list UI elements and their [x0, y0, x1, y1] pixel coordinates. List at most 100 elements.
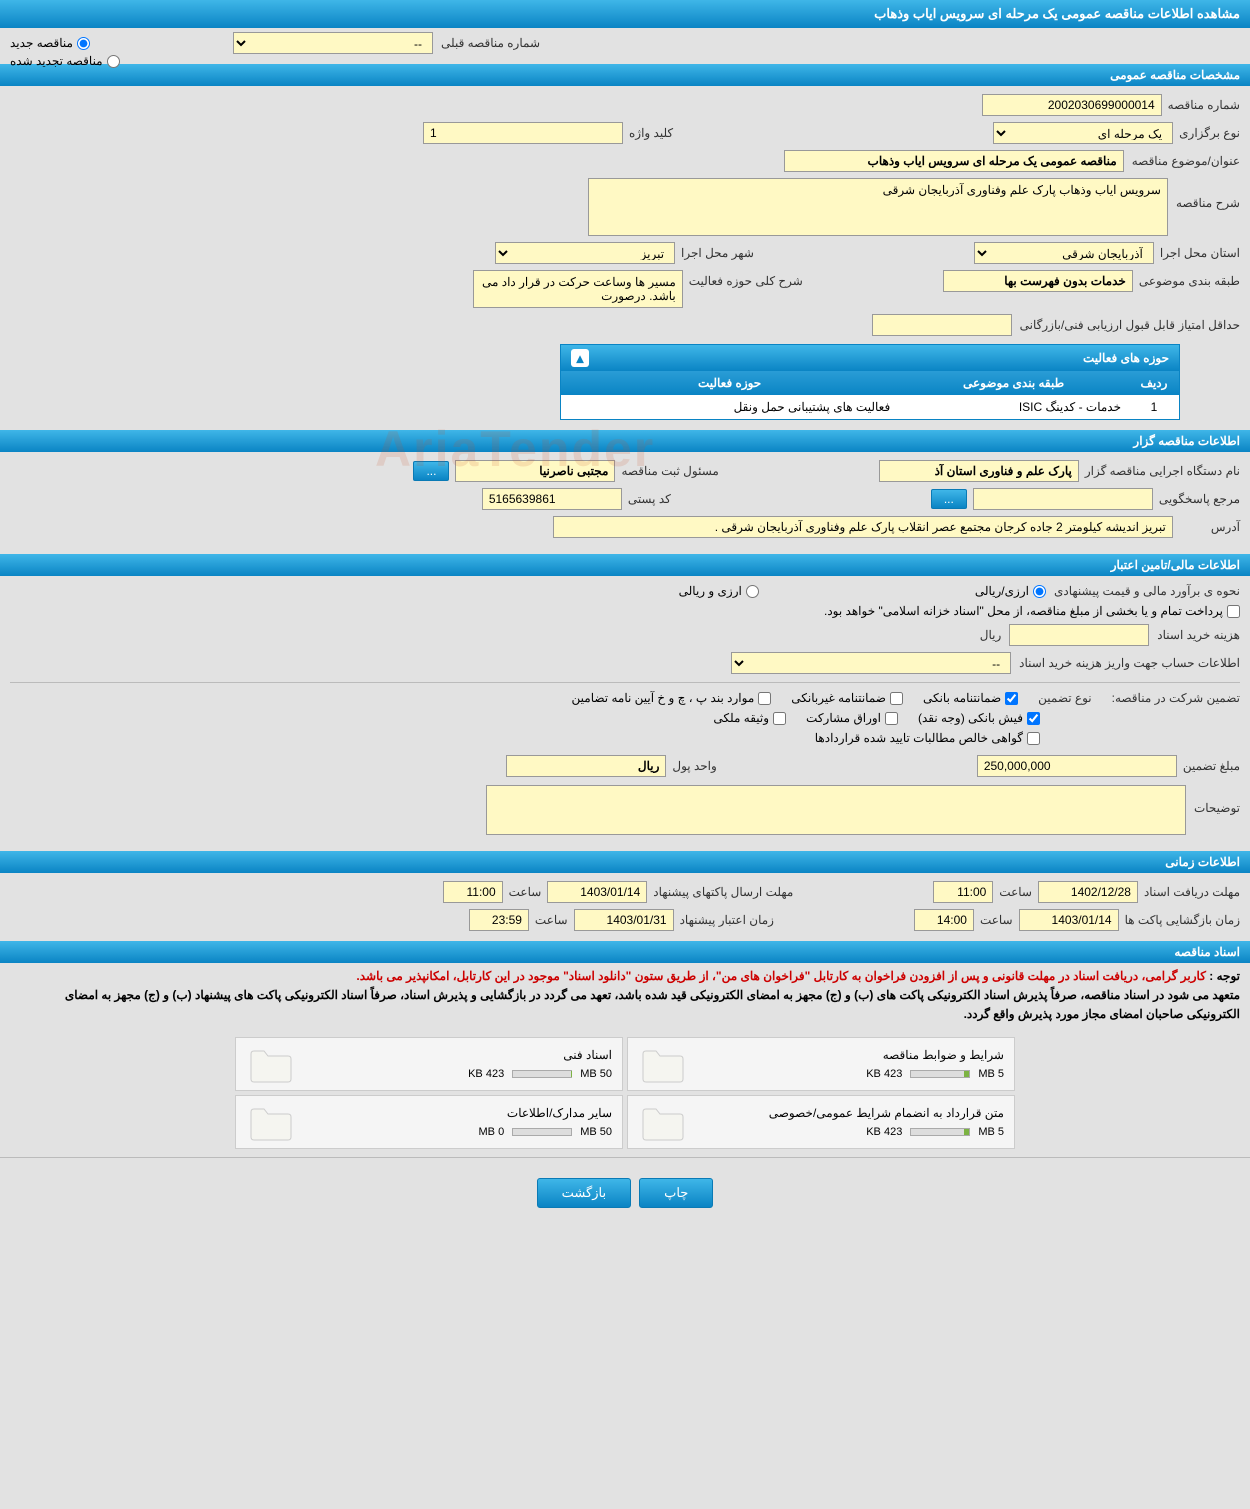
notes-textarea[interactable] [486, 785, 1186, 835]
title-input[interactable] [784, 150, 1124, 172]
postal-label: کد پستی [628, 492, 671, 506]
col-row: ردیف [1129, 371, 1179, 395]
treasury-checkbox[interactable]: پرداخت تمام و یا بخشی از مبلغ مناقصه، از… [824, 604, 1240, 618]
desc-textarea[interactable]: سرویس ایاب وذهاب پارک علم وفناوری آذربای… [588, 178, 1168, 236]
folder-icon [246, 1044, 296, 1084]
note1-text: کاربر گرامی، دریافت اسناد در مهلت قانونی… [356, 969, 1206, 983]
section-documents: اسناد مناقصه [0, 941, 1250, 963]
doc-size: 423 KB [866, 1126, 902, 1138]
reg-manager-input[interactable] [455, 460, 615, 482]
doc-card[interactable]: شرایط و ضوابط مناقصه 5 MB 423 KB [627, 1037, 1015, 1091]
back-button[interactable]: بازگشت [537, 1178, 631, 1208]
doc-size: 0 MB [479, 1126, 505, 1138]
account-select[interactable]: -- [731, 652, 1011, 674]
progress-bar [512, 1128, 572, 1136]
prev-number-label: شماره مناقصه قبلی [441, 36, 540, 50]
guarantee-type-label: نوع تضمین [1038, 691, 1091, 705]
doc-card[interactable]: متن قرارداد به انضمام شرایط عمومی/خصوصی … [627, 1095, 1015, 1149]
doc-card[interactable]: اسناد فنی 50 MB 423 KB [235, 1037, 623, 1091]
opening-date-input[interactable] [1019, 909, 1119, 931]
g-certificate[interactable]: گواهی خالص مطالبات تایید شده قراردادها [815, 731, 1040, 745]
activity-scope-label: شرح کلی حوزه فعالیت [689, 274, 803, 288]
doc-title: اسناد فنی [306, 1048, 612, 1062]
keyword-input[interactable] [423, 122, 623, 144]
collapse-icon[interactable]: ▴ [571, 349, 589, 367]
doc-cost-input[interactable] [1009, 624, 1149, 646]
folder-icon [638, 1044, 688, 1084]
doc-cost-label: هزینه خرید اسناد [1157, 628, 1240, 642]
doc-capacity: 5 MB [978, 1126, 1004, 1138]
min-score-label: حداقل امتیاز قابل قبول ارزیابی فنی/بازرگ… [1020, 318, 1240, 332]
activity-header-label: حوزه های فعالیت [1083, 351, 1169, 365]
send-deadline-label: مهلت ارسال پاکتهای پیشنهاد [653, 885, 793, 899]
ref-more-button[interactable]: ... [931, 489, 967, 509]
city-label: شهر محل اجرا [681, 246, 754, 260]
progress-bar [910, 1128, 970, 1136]
tender-number-input[interactable] [982, 94, 1162, 116]
reg-manager-more-button[interactable]: ... [413, 461, 449, 481]
time-label-4: ساعت [535, 913, 568, 927]
note2-text: متعهد می شود در اسناد مناقصه، صرفاً پذیر… [65, 988, 1240, 1021]
currency-unit-input[interactable] [506, 755, 666, 777]
validity-time-input[interactable] [469, 909, 529, 931]
guarantee-label: تضمین شرکت در مناقصه: [1112, 691, 1240, 705]
guarantee-amount-input[interactable] [977, 755, 1177, 777]
folder-icon [246, 1102, 296, 1142]
treasury-note: پرداخت تمام و یا بخشی از مبلغ مناقصه، از… [824, 604, 1223, 618]
g-securities[interactable]: اوراق مشارکت [806, 711, 898, 725]
cell-category: خدمات - کدینگ ISIC [898, 395, 1129, 419]
receive-deadline-label: مهلت دریافت اسناد [1144, 885, 1240, 899]
send-date-input[interactable] [547, 881, 647, 903]
city-select[interactable]: تبریز [495, 242, 675, 264]
hold-type-label: نوع برگزاری [1179, 126, 1240, 140]
time-label-3: ساعت [980, 913, 1013, 927]
exec-input[interactable] [879, 460, 1079, 482]
doc-grid: شرایط و ضوابط مناقصه 5 MB 423 KB اسناد ف… [235, 1037, 1015, 1149]
estimate-label: نحوه ی برآورد مالی و قیمت پیشنهادی [1054, 584, 1240, 598]
button-row: چاپ بازگشت [0, 1166, 1250, 1220]
receive-time-input[interactable] [933, 881, 993, 903]
receive-date-input[interactable] [1038, 881, 1138, 903]
folder-icon [638, 1102, 688, 1142]
activity-panel: حوزه های فعالیت ▴ ردیف طبقه بندی موضوعی … [560, 344, 1180, 420]
doc-capacity: 5 MB [978, 1068, 1004, 1080]
doc-capacity: 50 MB [580, 1068, 612, 1080]
g-items[interactable]: موارد بند پ ، چ و خ آیین نامه تضامین [572, 691, 772, 705]
radio-renewed-tender-input[interactable] [107, 55, 120, 68]
reg-manager-label: مسئول ثبت مناقصه [621, 464, 718, 478]
radio-renewed-tender[interactable]: مناقصه تجدید شده [10, 54, 120, 68]
doc-card[interactable]: سایر مدارک/اطلاعات 50 MB 0 MB [235, 1095, 623, 1149]
opening-label: زمان بازگشایی پاکت ها [1125, 913, 1240, 927]
col-category: طبقه بندی موضوعی [898, 371, 1129, 395]
guarantee-amount-label: مبلغ تضمین [1183, 759, 1240, 773]
activity-scope-textarea[interactable]: مسیر ها وساعت حرکت در قرار داد می باشد. … [473, 270, 683, 308]
doc-size: 423 KB [468, 1068, 504, 1080]
rial-option[interactable]: ارزی/ریالی [975, 584, 1046, 598]
opening-time-input[interactable] [914, 909, 974, 931]
g-nonbank[interactable]: ضمانتنامه غیربانکی [791, 691, 903, 705]
g-bank[interactable]: ضمانتنامه بانکی [923, 691, 1018, 705]
hold-type-select[interactable]: یک مرحله ای [993, 122, 1173, 144]
g-property[interactable]: وثیقه ملکی [713, 711, 786, 725]
min-score-input[interactable] [872, 314, 1012, 336]
radio-new-tender[interactable]: مناقصه جدید [10, 36, 90, 50]
section-financial: اطلاعات مالی/تامین اعتبار [0, 554, 1250, 576]
section-timing: اطلاعات زمانی [0, 851, 1250, 873]
address-input[interactable] [553, 516, 1173, 538]
validity-label: زمان اعتبار پیشنهاد [680, 913, 774, 927]
prev-number-select[interactable]: -- [233, 32, 433, 54]
category-input[interactable] [943, 270, 1133, 292]
province-select[interactable]: آذربایجان شرقی [974, 242, 1154, 264]
ref-label: مرجع پاسخگویی [1159, 492, 1240, 506]
radio-renewed-tender-label: مناقصه تجدید شده [10, 54, 103, 68]
doc-size: 423 KB [866, 1068, 902, 1080]
cell-idx: 1 [1129, 395, 1179, 419]
print-button[interactable]: چاپ [639, 1178, 713, 1208]
g-cash[interactable]: فیش بانکی (وجه نقد) [918, 711, 1040, 725]
ref-input[interactable] [973, 488, 1153, 510]
validity-date-input[interactable] [574, 909, 674, 931]
send-time-input[interactable] [443, 881, 503, 903]
postal-input[interactable] [482, 488, 622, 510]
currency-option[interactable]: ارزی و ریالی [679, 584, 759, 598]
radio-new-tender-input[interactable] [77, 37, 90, 50]
